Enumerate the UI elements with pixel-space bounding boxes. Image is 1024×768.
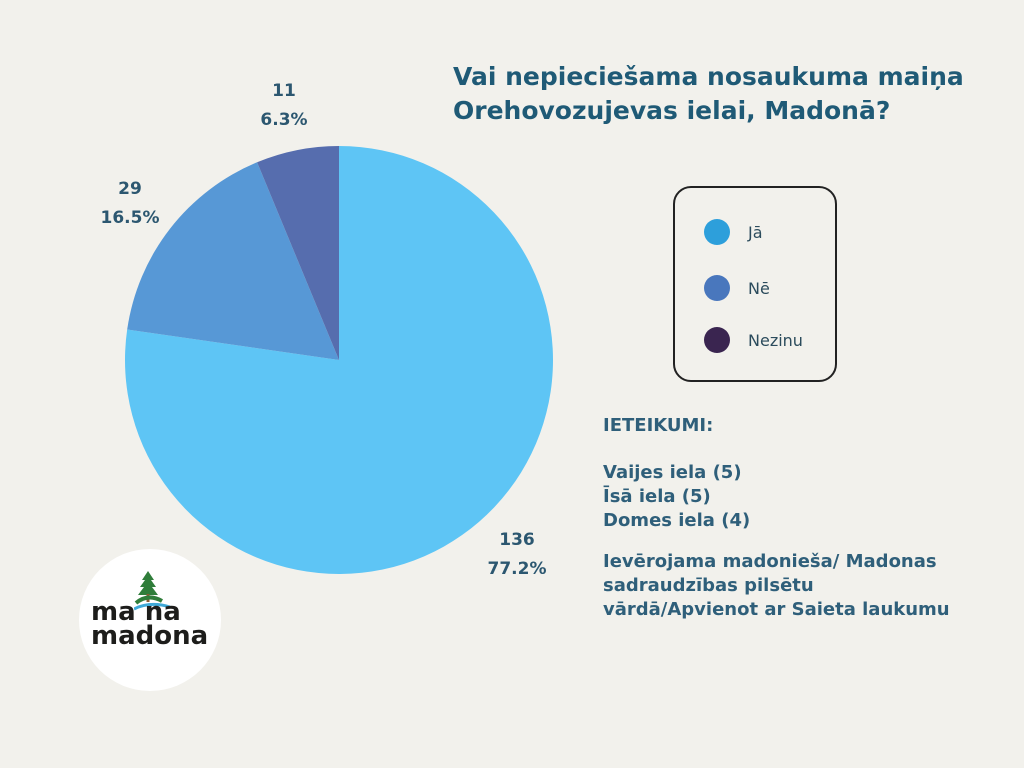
suggestions-note-line: sadraudzības pilsētu	[603, 575, 814, 596]
suggestions-note-line: vārdā/Apvienot ar Saieta laukumu	[603, 599, 950, 620]
suggestions-block: IETEIKUMI: Vaijes iela (5) Īsā iela (5) …	[603, 414, 1003, 622]
slice-count-nezinu: 11	[272, 81, 296, 101]
chart-title: Vai nepieciešama nosaukuma maiņa Orehovo…	[453, 60, 993, 128]
logo-text-line-2: madona	[91, 621, 209, 651]
slice-label-ja: 136 77.2%	[472, 526, 562, 584]
legend-swatch-nezinu	[704, 327, 730, 353]
suggestions-list: Vaijes iela (5) Īsā iela (5) Domes iela …	[603, 461, 1003, 533]
legend-item-ne: Nē	[704, 274, 770, 302]
chart-title-line-1: Vai nepieciešama nosaukuma maiņa	[453, 62, 964, 91]
slice-label-ne: 29 16.5%	[85, 175, 175, 233]
logo-text-line-1: ma na	[91, 597, 181, 627]
pie-slice-ne	[127, 162, 339, 360]
slice-percent-nezinu: 6.3%	[260, 110, 308, 130]
slice-label-nezinu: 11 6.3%	[239, 77, 329, 135]
slice-count-ne: 29	[118, 179, 142, 199]
legend-label-ne: Nē	[748, 278, 770, 298]
slice-percent-ne: 16.5%	[100, 208, 160, 228]
suggestion-item: Domes iela (4)	[603, 510, 751, 531]
pie-slice-nezinu	[257, 146, 339, 360]
suggestions-heading: IETEIKUMI:	[603, 415, 714, 436]
legend-label-ja: Jā	[748, 222, 763, 242]
legend-item-nezinu: Nezinu	[704, 326, 803, 354]
legend-label-nezinu: Nezinu	[748, 330, 803, 350]
suggestions-note: Ievērojama madonieša/ Madonas sadraudzīb…	[603, 550, 1003, 622]
slice-count-ja: 136	[499, 530, 535, 550]
legend-swatch-ja	[704, 219, 730, 245]
chart-legend: Jā Nē Nezinu	[673, 186, 837, 382]
slice-percent-ja: 77.2%	[487, 559, 547, 579]
madona-logo: ma na madona	[79, 549, 221, 691]
suggestion-item: Vaijes iela (5)	[603, 462, 742, 483]
legend-swatch-ne	[704, 275, 730, 301]
suggestion-item: Īsā iela (5)	[603, 486, 711, 507]
legend-item-ja: Jā	[704, 218, 763, 246]
chart-title-line-2: Orehovozujevas ielai, Madonā?	[453, 96, 891, 125]
tree-hill-icon	[134, 571, 171, 611]
suggestions-note-line: Ievērojama madonieša/ Madonas	[603, 551, 937, 572]
